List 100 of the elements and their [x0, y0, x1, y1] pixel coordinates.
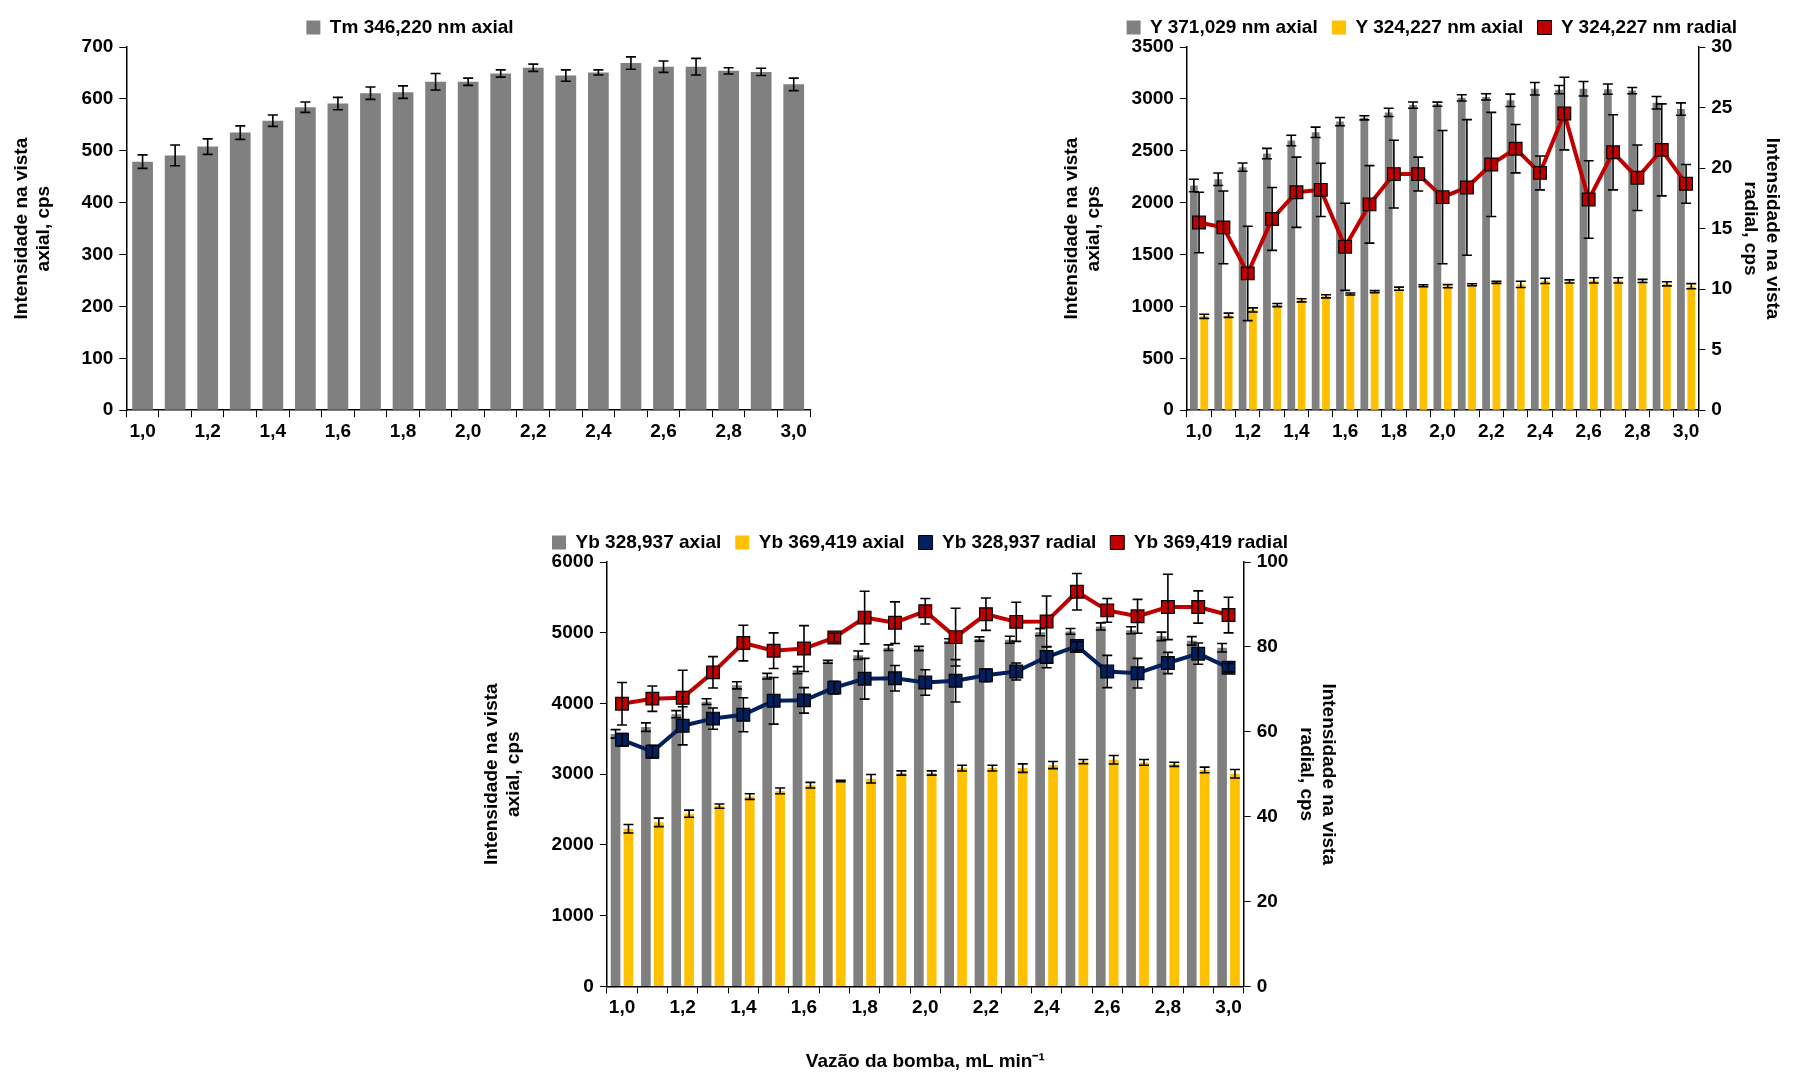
y-tick-label: 6000	[551, 550, 594, 572]
bar	[957, 768, 967, 986]
point	[736, 636, 751, 651]
bar	[164, 155, 186, 410]
y-tick-label: 3000	[551, 762, 594, 784]
bar	[610, 733, 621, 986]
bar	[926, 773, 937, 986]
point	[1362, 197, 1377, 212]
y-tick-label: 5000	[551, 620, 594, 642]
x-tick-label: 1,6	[790, 996, 818, 1018]
bar	[685, 66, 707, 410]
point	[948, 673, 963, 688]
x-tick-label: 2,8	[715, 419, 742, 441]
bar	[1614, 280, 1623, 410]
x-tick-label: 2,4	[1526, 419, 1554, 441]
y-tick-label: 3500	[1131, 35, 1174, 57]
bar	[914, 648, 924, 986]
bar	[1095, 626, 1106, 986]
bar	[1078, 761, 1089, 986]
bar	[1555, 89, 1564, 410]
bar	[1541, 280, 1550, 410]
y-tick-label: 1000	[551, 903, 594, 925]
y-tick-label: 0	[102, 398, 114, 420]
point	[766, 643, 781, 658]
bar	[653, 66, 674, 410]
bar	[1346, 293, 1355, 410]
point	[736, 707, 751, 722]
y-tick-label: 200	[81, 294, 114, 316]
point	[645, 691, 660, 706]
bar	[1638, 280, 1647, 410]
point	[1130, 609, 1145, 624]
bar	[623, 828, 634, 986]
y2-tick-label: 80	[1256, 635, 1278, 657]
y-tick-label: 1500	[1131, 242, 1174, 264]
y-tick-label: 0	[583, 974, 594, 996]
point	[1289, 185, 1304, 200]
point	[1557, 106, 1572, 121]
bar	[1108, 759, 1119, 986]
bar	[588, 72, 609, 410]
bar	[327, 103, 349, 410]
bar	[360, 93, 381, 410]
bar	[1482, 96, 1490, 410]
bar	[671, 714, 682, 986]
x-axis-title: Vazão da bomba, mL min⁻¹	[805, 1049, 1045, 1071]
legend-label: Y 324,227 nm radial	[1561, 15, 1738, 37]
bar	[1468, 284, 1476, 410]
bar	[775, 790, 785, 986]
y2-tick-label: 0	[1711, 398, 1722, 420]
y-tick-label: 500	[1142, 346, 1174, 368]
bar	[392, 92, 414, 410]
x-tick-label: 2,6	[650, 419, 677, 441]
bar	[262, 120, 284, 410]
bar	[1663, 283, 1671, 410]
x-tick-label: 2,6	[1094, 996, 1121, 1018]
bar	[1492, 282, 1501, 410]
legend-label: Yb 369,419 axial	[758, 530, 905, 552]
y-tick-label: 100	[81, 346, 114, 368]
bar	[883, 647, 894, 986]
y2-axis-title: Intensidade na vista radial, cps	[1296, 683, 1341, 866]
bar	[294, 107, 316, 410]
bar	[1336, 121, 1344, 410]
x-tick-label: 2,4	[1033, 996, 1061, 1018]
y-axis-title: Intensidade na vista axial, cps	[479, 682, 524, 866]
y-tick-label: 2500	[1131, 139, 1174, 161]
y-tick-label: 500	[81, 139, 114, 161]
point	[1221, 608, 1236, 623]
point	[857, 671, 872, 686]
bar	[896, 773, 907, 986]
point	[1581, 192, 1596, 207]
x-tick-label: 2,4	[585, 419, 613, 441]
x-tick-label: 2,8	[1624, 419, 1651, 441]
y2-tick-label: 15	[1711, 216, 1733, 238]
y-tick-label: 600	[81, 87, 114, 109]
bar	[1322, 296, 1330, 410]
legend-label: Yb 328,937 axial	[575, 530, 722, 552]
x-tick-label: 2,2	[972, 996, 1000, 1018]
x-tick-label: 1,2	[194, 419, 221, 441]
point	[1216, 220, 1231, 235]
bar	[620, 63, 642, 410]
bar	[1249, 309, 1257, 410]
x-tick-label: 2,0	[1429, 419, 1456, 441]
x-tick-label: 2,0	[912, 996, 939, 1018]
x-tick-label: 1,4	[259, 419, 287, 441]
x-tick-label: 1,4	[730, 996, 757, 1018]
bar	[835, 780, 846, 986]
bar	[1370, 291, 1379, 410]
x-tick-label: 3,0	[1672, 419, 1700, 441]
bar	[1516, 284, 1525, 410]
y-tick-label: 0	[1163, 398, 1174, 420]
bar	[555, 75, 577, 410]
bar	[823, 661, 833, 986]
bar	[1126, 630, 1136, 986]
x-tick-label: 1,8	[389, 419, 417, 441]
y-axis-title: Intensidade na vista axial, cps	[9, 137, 54, 320]
y2-tick-label: 0	[1256, 974, 1268, 996]
bar	[1139, 762, 1149, 986]
bar	[783, 84, 805, 410]
bar	[1530, 88, 1539, 410]
bar	[1409, 105, 1417, 410]
bar	[718, 70, 739, 410]
